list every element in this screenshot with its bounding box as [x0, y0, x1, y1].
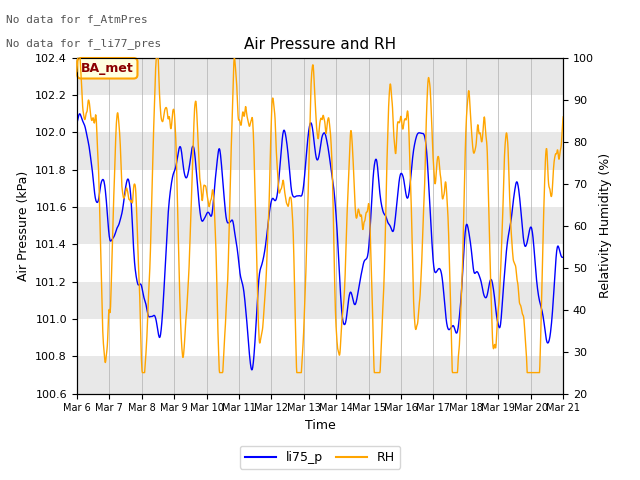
Y-axis label: Air Pressure (kPa): Air Pressure (kPa) [17, 170, 29, 281]
Text: BA_met: BA_met [81, 62, 134, 75]
Title: Air Pressure and RH: Air Pressure and RH [244, 37, 396, 52]
Bar [77, 319, 563, 356]
X-axis label: Time: Time [305, 419, 335, 432]
Bar [77, 356, 563, 394]
Y-axis label: Relativity Humidity (%): Relativity Humidity (%) [600, 153, 612, 298]
Bar [77, 244, 563, 282]
Legend: li75_p, RH: li75_p, RH [240, 446, 400, 469]
Bar [77, 282, 563, 319]
Bar [77, 58, 563, 95]
Text: No data for f_li77_pres: No data for f_li77_pres [6, 38, 162, 49]
Bar [77, 95, 563, 132]
Bar [77, 207, 563, 244]
Text: No data for f_AtmPres: No data for f_AtmPres [6, 14, 148, 25]
Bar [77, 132, 563, 169]
Bar [77, 169, 563, 207]
